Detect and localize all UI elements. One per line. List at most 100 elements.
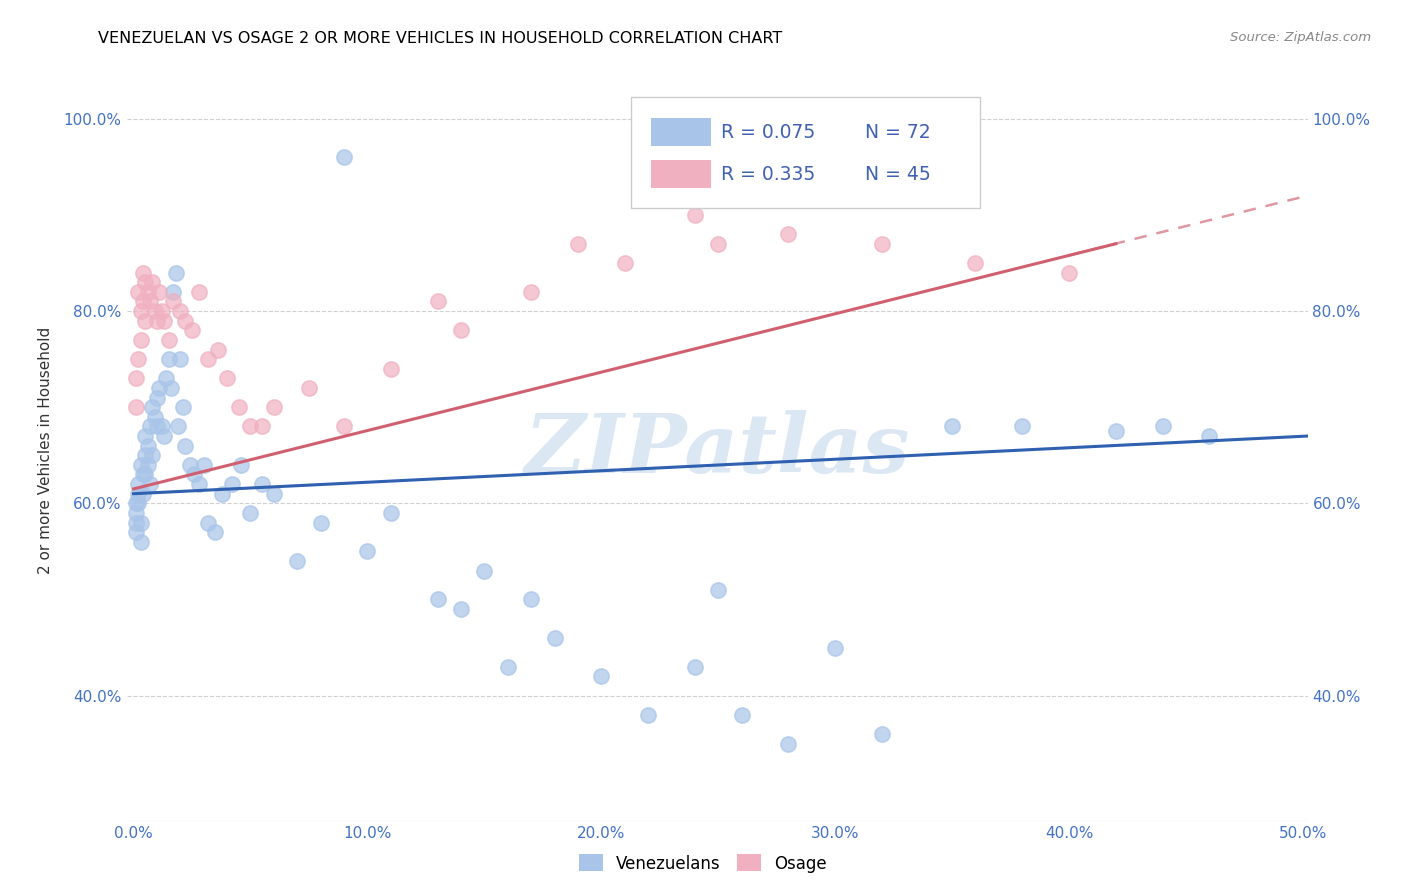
Point [356,544,378,558]
Point [134,448,156,462]
Point [333,419,356,434]
Point [125,506,148,520]
Point [136,458,159,472]
Point [188,477,211,491]
Point [1105,424,1128,438]
Point [450,602,472,616]
Text: N = 72: N = 72 [865,122,931,142]
Point [707,236,730,251]
Point [172,400,194,414]
Point [543,631,565,645]
Point [125,525,148,540]
Point [591,669,613,683]
Point [965,256,987,270]
Point [380,506,402,520]
Point [1057,266,1080,280]
Point [174,439,197,453]
Point [1198,429,1220,443]
Point [134,275,156,289]
Point [129,304,152,318]
Point [1011,419,1033,434]
Point [132,487,155,501]
Point [496,660,519,674]
Point [165,266,187,280]
Point [426,294,449,309]
Point [204,525,226,540]
Point [824,640,846,655]
Point [134,313,156,327]
Point [239,506,262,520]
Point [450,323,472,337]
Text: R = 0.335: R = 0.335 [721,165,815,184]
Point [129,333,152,347]
Point [613,256,636,270]
Point [146,391,169,405]
Point [150,419,173,434]
Text: N = 45: N = 45 [865,165,931,184]
FancyBboxPatch shape [651,161,711,188]
Point [141,400,163,414]
Point [134,429,156,443]
Point [683,208,706,222]
Point [298,381,321,395]
Point [157,333,180,347]
Point [179,458,201,472]
Point [160,381,183,395]
Point [228,400,250,414]
Point [250,419,273,434]
Point [127,477,149,491]
Point [167,419,190,434]
Point [174,313,197,327]
Point [193,458,215,472]
Point [157,352,180,367]
Point [125,496,148,510]
Point [125,371,148,385]
Point [520,592,543,607]
FancyBboxPatch shape [631,96,980,209]
Point [129,458,152,472]
Point [148,381,170,395]
Text: ZIPatlas: ZIPatlas [524,410,910,491]
Point [127,487,149,501]
Point [153,429,176,443]
Point [188,285,211,299]
Point [221,477,243,491]
Point [169,304,191,318]
Text: R = 0.075: R = 0.075 [721,122,815,142]
Point [426,592,449,607]
Point [143,304,166,318]
Point [231,458,253,472]
Point [333,150,356,164]
Point [181,323,204,337]
Point [941,419,963,434]
Point [472,564,495,578]
Point [141,448,163,462]
Point [139,419,162,434]
Point [127,496,149,510]
Point [637,707,659,722]
Point [207,343,229,357]
Text: VENEZUELAN VS OSAGE 2 OR MORE VEHICLES IN HOUSEHOLD CORRELATION CHART: VENEZUELAN VS OSAGE 2 OR MORE VEHICLES I… [98,31,783,46]
Point [141,275,163,289]
Point [380,361,402,376]
Point [1152,419,1174,434]
Point [683,660,706,674]
Point [127,285,149,299]
Point [183,467,205,482]
Point [162,285,184,299]
Point [217,371,239,385]
Point [197,516,219,530]
Point [155,371,177,385]
Point [143,409,166,424]
Point [132,266,155,280]
Point [263,400,285,414]
Point [567,236,589,251]
Point [125,400,148,414]
Point [250,477,273,491]
Point [870,236,893,251]
Point [263,487,285,501]
Point [169,352,191,367]
Point [146,313,169,327]
Point [707,582,730,597]
Point [139,294,162,309]
